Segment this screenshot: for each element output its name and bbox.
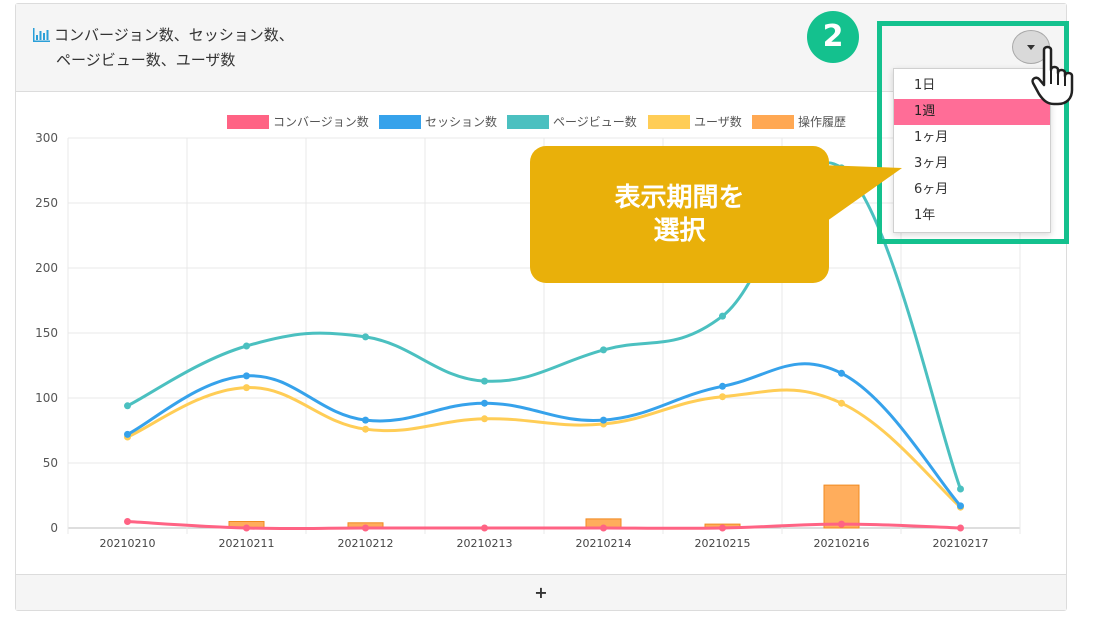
data-point xyxy=(957,524,964,532)
data-point xyxy=(124,402,131,410)
data-point xyxy=(362,333,369,341)
callout-line1: 表示期間を xyxy=(614,182,745,213)
data-point xyxy=(719,393,726,401)
period-option-6months[interactable]: 6ヶ月 xyxy=(914,182,949,197)
data-point xyxy=(481,399,488,407)
data-point xyxy=(838,369,845,377)
period-option-3months[interactable]: 3ヶ月 xyxy=(914,156,949,171)
legend-swatch xyxy=(379,115,421,129)
period-option-1month[interactable]: 1ヶ月 xyxy=(914,130,949,145)
data-point xyxy=(600,416,607,424)
data-point xyxy=(362,416,369,424)
x-tick-label: 20210216 xyxy=(814,537,870,550)
data-point xyxy=(481,415,488,423)
bar-chart-icon xyxy=(32,26,50,49)
legend-label: コンバージョン数 xyxy=(273,114,369,129)
y-tick-label: 100 xyxy=(35,391,58,405)
y-tick-label: 200 xyxy=(35,261,58,275)
step-badge: 2 xyxy=(807,11,859,63)
legend-label: 操作履歴 xyxy=(798,114,846,129)
panel-header: コンバージョン数、セッション数、 ページビュー数、ユーザ数 xyxy=(16,4,1066,92)
data-point xyxy=(243,524,250,532)
period-option-1year[interactable]: 1年 xyxy=(914,208,936,223)
data-point xyxy=(600,346,607,354)
data-point xyxy=(957,502,964,510)
y-tick-label: 300 xyxy=(35,131,58,145)
legend-label: セッション数 xyxy=(425,114,497,129)
x-tick-label: 20210211 xyxy=(219,537,275,550)
pointing-hand-icon xyxy=(1031,45,1074,106)
data-point xyxy=(124,518,131,525)
data-point xyxy=(481,524,488,532)
highlight-box xyxy=(877,21,1069,244)
callout-pointer xyxy=(820,165,902,226)
callout-line2: 選択 xyxy=(653,215,706,246)
panel-title: コンバージョン数、セッション数、 ページビュー数、ユーザ数 xyxy=(32,24,294,72)
data-point xyxy=(362,524,369,532)
expand-button[interactable]: + xyxy=(16,574,1066,610)
x-tick-label: 20210214 xyxy=(576,537,632,550)
data-point xyxy=(600,524,607,532)
data-point xyxy=(481,377,488,385)
period-option-1day[interactable]: 1日 xyxy=(914,78,936,93)
legend-swatch xyxy=(507,115,549,129)
data-point xyxy=(957,485,964,493)
data-point xyxy=(838,399,845,407)
x-tick-label: 20210212 xyxy=(338,537,394,550)
y-tick-label: 0 xyxy=(50,521,58,535)
legend-label: ユーザ数 xyxy=(694,114,742,129)
callout-bubble: 表示期間を 選択 xyxy=(530,146,829,283)
data-point xyxy=(243,372,250,380)
legend-swatch xyxy=(752,115,794,129)
y-tick-label: 50 xyxy=(43,456,58,470)
x-tick-label: 20210213 xyxy=(457,537,513,550)
data-point xyxy=(719,382,726,390)
x-tick-label: 20210217 xyxy=(933,537,989,550)
data-point xyxy=(124,430,131,438)
x-tick-label: 20210210 xyxy=(100,537,156,550)
data-point xyxy=(243,342,250,350)
panel-title-line2: ページビュー数、ユーザ数 xyxy=(56,51,236,69)
period-option-1week[interactable]: 1週 xyxy=(894,99,1050,125)
data-point xyxy=(362,425,369,433)
legend-swatch xyxy=(648,115,690,129)
data-point xyxy=(719,524,726,532)
data-point xyxy=(243,384,250,392)
legend-swatch xyxy=(227,115,269,129)
series-line-3 xyxy=(126,386,962,509)
legend-label: ページビュー数 xyxy=(553,114,637,129)
data-point xyxy=(838,520,845,528)
data-point xyxy=(719,312,726,320)
x-tick-label: 20210215 xyxy=(695,537,751,550)
y-tick-label: 250 xyxy=(35,196,58,210)
period-dropdown-menu: 1日 1週 1ヶ月 3ヶ月 6ヶ月 1年 xyxy=(893,68,1051,233)
panel-title-line1: コンバージョン数、セッション数、 xyxy=(54,26,294,44)
chart-panel: コンバージョン数、セッション数、 ページビュー数、ユーザ数 + xyxy=(15,3,1067,611)
series-line-0 xyxy=(127,520,961,531)
caret-down-icon xyxy=(1027,45,1035,50)
y-tick-label: 150 xyxy=(35,326,58,340)
